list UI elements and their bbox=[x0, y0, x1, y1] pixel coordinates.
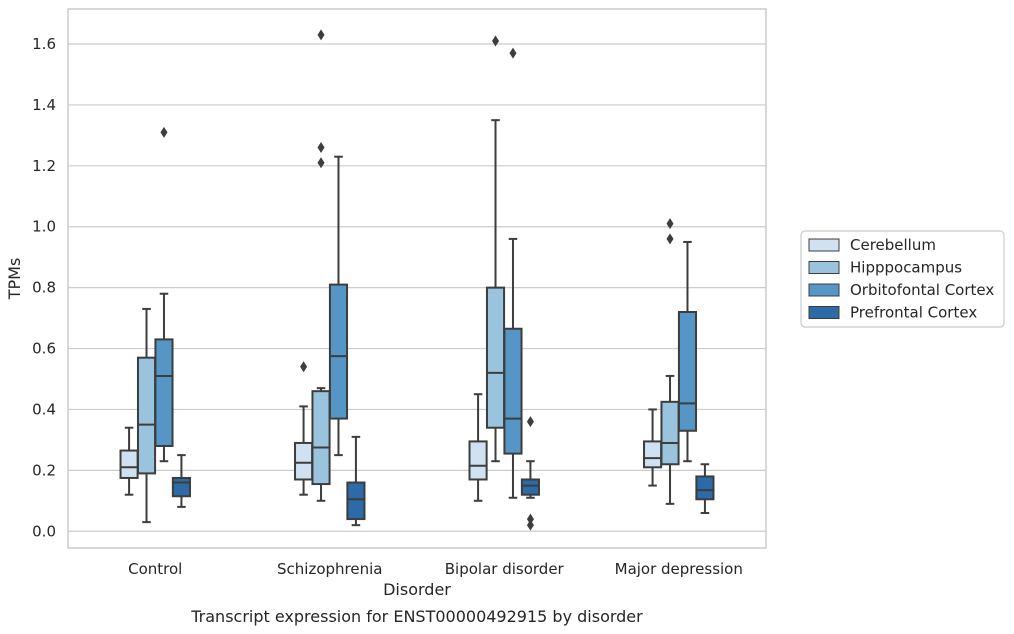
legend-label: Hipppocampus bbox=[850, 259, 962, 277]
outlier-point bbox=[526, 416, 534, 428]
iqr-box bbox=[136, 356, 157, 475]
y-tick-label: 1.0 bbox=[32, 218, 56, 236]
legend-label: Cerebellum bbox=[850, 236, 936, 254]
x-axis-label: Disorder bbox=[383, 580, 451, 599]
legend-swatch bbox=[808, 306, 840, 319]
y-tick-label: 0.6 bbox=[32, 340, 56, 358]
legend-swatch bbox=[808, 283, 840, 297]
box-0-0 bbox=[119, 426, 139, 496]
iqr-box bbox=[171, 476, 191, 498]
outlier-point bbox=[509, 47, 517, 59]
outlier-point bbox=[160, 126, 168, 138]
x-tick-label: Bipolar disorder bbox=[445, 560, 565, 578]
y-tick-label: 0.0 bbox=[32, 522, 56, 540]
y-tick-label: 0.2 bbox=[32, 461, 56, 479]
box-plot-marks bbox=[119, 29, 715, 531]
y-tick-label: 1.6 bbox=[32, 35, 56, 53]
y-tick-label: 1.2 bbox=[32, 157, 56, 175]
legend-label: Prefrontal Cortex bbox=[850, 304, 977, 322]
box-1-0 bbox=[294, 361, 314, 496]
iqr-box bbox=[660, 400, 680, 466]
box-0-3 bbox=[171, 454, 191, 508]
iqr-box bbox=[520, 478, 540, 496]
y-tick-label: 0.4 bbox=[32, 400, 56, 418]
iqr-box bbox=[294, 441, 314, 481]
outlier-point bbox=[317, 29, 325, 41]
box-0-1 bbox=[136, 307, 157, 524]
iqr-box bbox=[677, 310, 698, 432]
grid-lines bbox=[68, 43, 766, 532]
legend: Cerebellum Hipppocampus Orbitofontal Corte… bbox=[800, 230, 1005, 328]
iqr-box bbox=[643, 440, 663, 469]
outlier-point bbox=[526, 519, 534, 531]
outlier-point bbox=[666, 233, 674, 245]
iqr-box bbox=[328, 283, 349, 420]
iqr-box bbox=[346, 481, 366, 521]
x-axis-ticks: Control Schizophrenia Bipolar disorder Majo… bbox=[128, 560, 743, 578]
outlier-point bbox=[317, 142, 325, 154]
iqr-box bbox=[468, 440, 488, 481]
iqr-box bbox=[119, 449, 139, 479]
box-0-2 bbox=[154, 126, 174, 463]
iqr-box bbox=[695, 475, 715, 501]
legend-swatch bbox=[808, 238, 840, 252]
legend-label: Orbitofontal Cortex bbox=[850, 281, 994, 299]
box-1-1 bbox=[311, 29, 331, 502]
box-2-1 bbox=[485, 35, 506, 463]
box-3-0 bbox=[643, 408, 663, 487]
outlier-point bbox=[317, 157, 325, 169]
iqr-box bbox=[485, 286, 506, 429]
box-3-3 bbox=[695, 463, 715, 514]
box-1-2 bbox=[328, 155, 349, 457]
outlier-point bbox=[526, 513, 534, 525]
box-3-1 bbox=[660, 218, 680, 505]
y-axis-ticks: 0.0 0.2 0.4 0.6 0.8 1.0 1.2 1.4 1.6 bbox=[32, 35, 56, 540]
x-tick-label: Major depression bbox=[615, 560, 743, 578]
iqr-box bbox=[311, 390, 331, 486]
box-2-3 bbox=[520, 416, 540, 531]
chart-caption: Transcript expression for ENST0000049291… bbox=[190, 607, 643, 626]
box-2-2 bbox=[503, 47, 523, 499]
outlier-point bbox=[666, 218, 674, 230]
outlier-point bbox=[492, 35, 500, 47]
iqr-box bbox=[154, 338, 174, 447]
y-axis-label: TPMs bbox=[5, 258, 24, 301]
box-3-2 bbox=[677, 240, 698, 463]
iqr-box bbox=[503, 327, 523, 455]
y-tick-label: 0.8 bbox=[32, 279, 56, 297]
legend-swatch bbox=[808, 261, 840, 274]
legend-frame bbox=[800, 230, 1005, 328]
y-tick-label: 1.4 bbox=[32, 96, 56, 114]
box-2-0 bbox=[468, 393, 488, 502]
box-1-3 bbox=[346, 435, 366, 527]
plot-frame bbox=[67, 8, 767, 549]
x-tick-label: Schizophrenia bbox=[277, 560, 382, 578]
x-tick-label: Control bbox=[128, 560, 182, 578]
outlier-point bbox=[300, 361, 308, 373]
